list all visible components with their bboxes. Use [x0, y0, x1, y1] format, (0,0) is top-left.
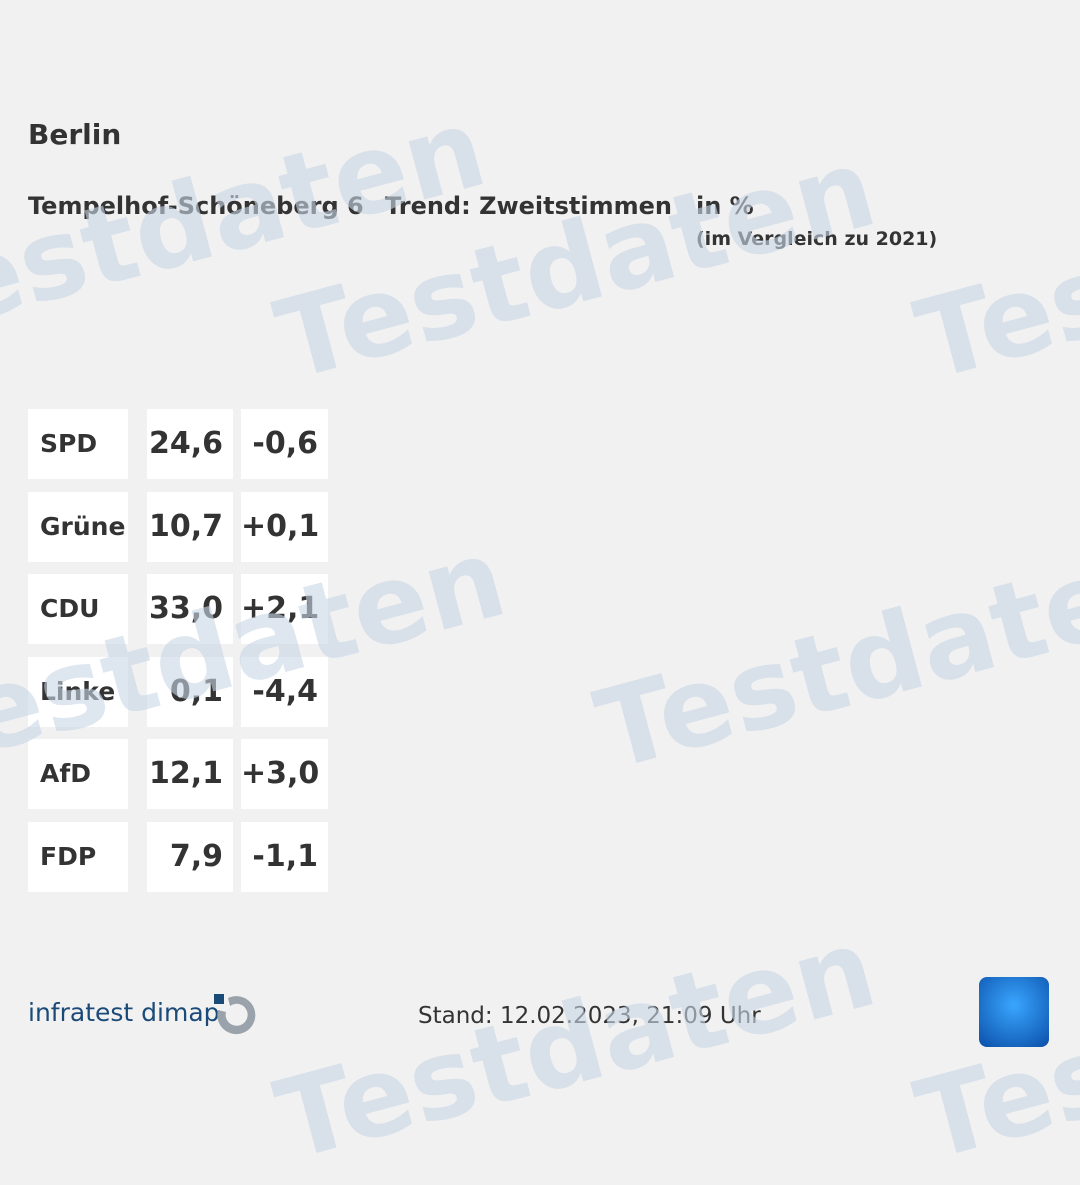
- party-value: 7,9: [147, 822, 233, 892]
- comparison-label: (im Vergleich zu 2021): [696, 228, 938, 250]
- party-diff: +0,1: [241, 492, 328, 562]
- watermark: Testdaten: [583, 513, 1080, 795]
- district-label: Tempelhof-Schöneberg 6: [28, 192, 364, 220]
- infratest-dimap-logo: infratest dimap: [28, 994, 256, 1035]
- party-diff: -0,6: [241, 409, 328, 479]
- watermark: Testdaten: [903, 123, 1080, 405]
- party-name: FDP: [28, 822, 128, 892]
- party-name: AfD: [28, 739, 128, 809]
- party-diff: +2,1: [241, 574, 328, 644]
- logo-mark-icon: [214, 994, 256, 1035]
- watermark: Testdaten: [263, 903, 888, 1185]
- party-name: Grüne: [28, 492, 128, 562]
- party-name: Linke: [28, 657, 128, 727]
- party-value: 0,1: [147, 657, 233, 727]
- party-name: CDU: [28, 574, 128, 644]
- watermark: Testdaten: [263, 123, 888, 405]
- party-value: 12,1: [147, 739, 233, 809]
- party-name: SPD: [28, 409, 128, 479]
- trend-label: Trend: Zweitstimmen: [385, 192, 672, 220]
- unit-label: in %: [696, 192, 754, 220]
- timestamp: Stand: 12.02.2023, 21:09 Uhr: [418, 1003, 761, 1029]
- party-value: 10,7: [147, 492, 233, 562]
- ard-logo-icon: [979, 977, 1049, 1047]
- party-diff: -4,4: [241, 657, 328, 727]
- party-value: 24,6: [147, 409, 233, 479]
- party-diff: -1,1: [241, 822, 328, 892]
- logo-text: infratest dimap: [28, 998, 220, 1027]
- party-value: 33,0: [147, 574, 233, 644]
- page-title: Berlin: [28, 118, 122, 151]
- party-diff: +3,0: [241, 739, 328, 809]
